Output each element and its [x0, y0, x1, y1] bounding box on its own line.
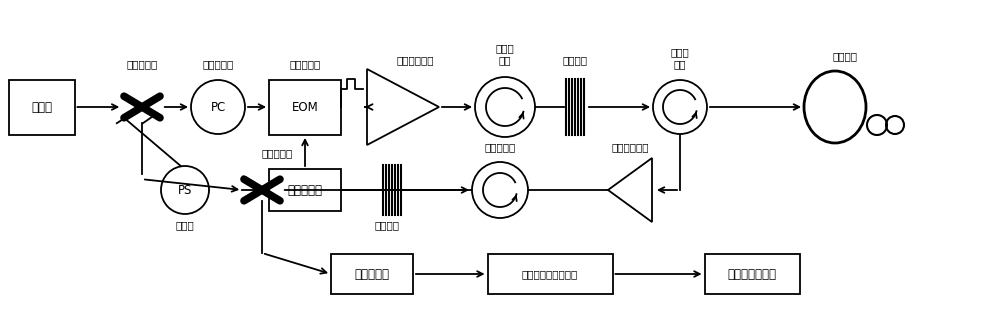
Circle shape — [475, 77, 535, 137]
Text: 第一环
行器: 第一环 行器 — [496, 43, 514, 65]
Text: 光电检测器: 光电检测器 — [354, 267, 390, 280]
Text: 偏振控制器: 偏振控制器 — [202, 59, 234, 69]
Circle shape — [191, 80, 245, 134]
Bar — [488, 254, 612, 294]
Text: 第一光栅: 第一光栅 — [562, 55, 588, 65]
Text: 第一光放大器: 第一光放大器 — [396, 55, 434, 65]
Circle shape — [653, 80, 707, 134]
Bar — [9, 80, 74, 134]
Text: 数据采集与处理模块: 数据采集与处理模块 — [522, 269, 578, 279]
Bar — [269, 169, 341, 211]
Text: 多模环
形器: 多模环 形器 — [671, 47, 689, 69]
Bar — [269, 80, 341, 134]
Text: 计算机显示模块: 计算机显示模块 — [728, 267, 776, 280]
Text: 第二耦合器: 第二耦合器 — [261, 148, 293, 158]
Text: 第二光放大器: 第二光放大器 — [611, 142, 649, 152]
Text: 第二环行器: 第二环行器 — [484, 142, 516, 152]
Text: 第一耦合器: 第一耦合器 — [126, 59, 158, 69]
Text: 多模光纤: 多模光纤 — [832, 51, 857, 61]
Text: 扰偏器: 扰偏器 — [176, 220, 194, 230]
Text: 电光调制器: 电光调制器 — [289, 59, 321, 69]
Circle shape — [472, 162, 528, 218]
Bar — [704, 254, 800, 294]
Bar — [331, 254, 413, 294]
Text: EOM: EOM — [292, 100, 318, 114]
Text: 脉冲发生器: 脉冲发生器 — [288, 183, 322, 197]
Text: 激光器: 激光器 — [32, 100, 52, 114]
Text: PS: PS — [178, 183, 192, 197]
Text: 第二光栅: 第二光栅 — [374, 220, 400, 230]
Text: PC: PC — [210, 100, 226, 114]
Circle shape — [161, 166, 209, 214]
